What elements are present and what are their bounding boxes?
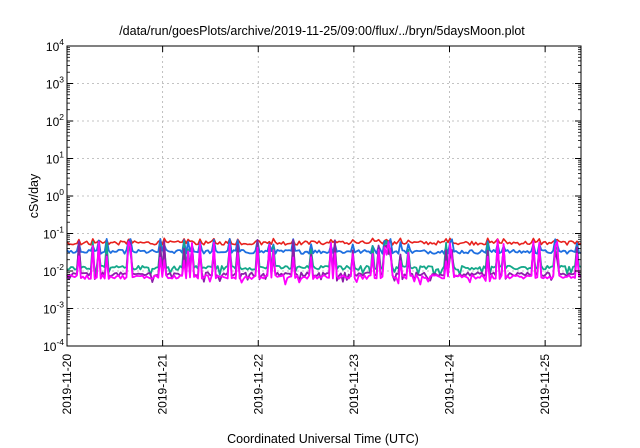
x-axis-label: Coordinated Universal Time (UTC) — [227, 432, 419, 446]
y-axis: 10-4 10-3 10-2 10-1 100 101 102 103 104 — [43, 37, 581, 354]
x-tick-label: 2019-11-20 — [60, 354, 74, 415]
y-tick-label: 104 — [46, 37, 64, 54]
x-axis: 2019-11-20 2019-11-21 2019-11-22 2019-11-23… — [60, 46, 552, 415]
series-line-2 — [66, 237, 582, 255]
y-tick-label: 100 — [46, 187, 64, 204]
y-axis-label: cSv/day — [27, 173, 41, 218]
x-tick-label: 2019-11-24 — [443, 354, 457, 415]
y-tick-label: 102 — [46, 112, 64, 129]
x-tick-label: 2019-11-25 — [538, 354, 552, 415]
grid — [67, 46, 581, 346]
y-tick-label: 10-3 — [43, 300, 64, 317]
x-tick-label: 2019-11-22 — [251, 354, 265, 415]
series-line-5 — [66, 238, 582, 286]
chart-title: /data/run/goesPlots/archive/2019-11-25/0… — [119, 24, 525, 38]
x-tick-label: 2019-11-23 — [347, 354, 361, 415]
series-group — [66, 237, 582, 286]
y-tick-label: 10-2 — [43, 262, 64, 279]
y-tick-label: 103 — [46, 75, 64, 92]
y-tick-label: 10-4 — [43, 337, 64, 354]
y-tick-label: 10-1 — [43, 225, 64, 242]
series-line-1 — [66, 237, 582, 246]
y-tick-label: 101 — [46, 150, 64, 167]
x-tick-label: 2019-11-21 — [156, 354, 170, 415]
